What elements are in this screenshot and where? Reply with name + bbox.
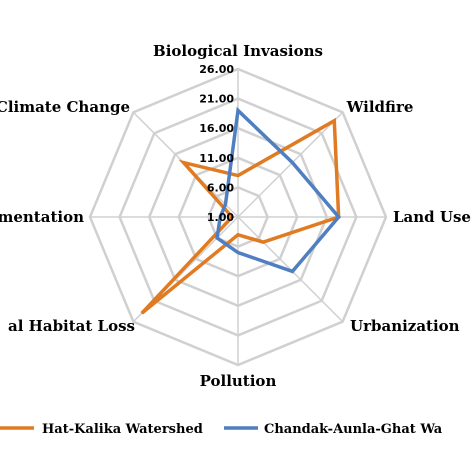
radial-tick-labels: 1.00 6.00 11.00 16.00 21.00 26.00 bbox=[199, 63, 234, 224]
radar-series bbox=[140, 106, 341, 315]
axis-label-habitat-loss: al Habitat Loss bbox=[8, 317, 135, 335]
axis-label-fragmentation: mentation bbox=[0, 208, 84, 226]
axis-label-urbanization: Urbanization bbox=[350, 317, 460, 335]
series-chandak-aunla-ghat-wa bbox=[215, 106, 341, 274]
legend-label-chandak-aunla-ghat: Chandak-Aunla-Ghat Wa bbox=[264, 422, 443, 437]
tick-label-1: 6.00 bbox=[207, 181, 234, 194]
spoke-wildfire bbox=[237, 111, 344, 218]
axis-label-climate-change: Climate Change bbox=[0, 98, 130, 116]
tick-label-2: 11.00 bbox=[199, 152, 234, 165]
axis-label-wildfire: Wildfire bbox=[346, 98, 414, 116]
tick-label-3: 16.00 bbox=[199, 122, 234, 135]
axis-label-biological-invasions: Biological Invasions bbox=[153, 42, 323, 60]
axis-label-pollution: Pollution bbox=[200, 372, 277, 390]
axis-labels: Biological Invasions Wildfire Land Use U… bbox=[0, 42, 471, 390]
series-hat-kalika-watershed bbox=[140, 117, 341, 315]
legend: Hat-Kalika Watershed Chandak-Aunla-Ghat … bbox=[0, 422, 443, 437]
tick-label-0: 1.00 bbox=[207, 211, 234, 224]
axis-label-land-use: Land Use bbox=[393, 208, 471, 226]
tick-label-4: 21.00 bbox=[199, 93, 234, 106]
tick-label-5: 26.00 bbox=[199, 63, 234, 76]
legend-label-hat-kalika: Hat-Kalika Watershed bbox=[42, 422, 203, 437]
